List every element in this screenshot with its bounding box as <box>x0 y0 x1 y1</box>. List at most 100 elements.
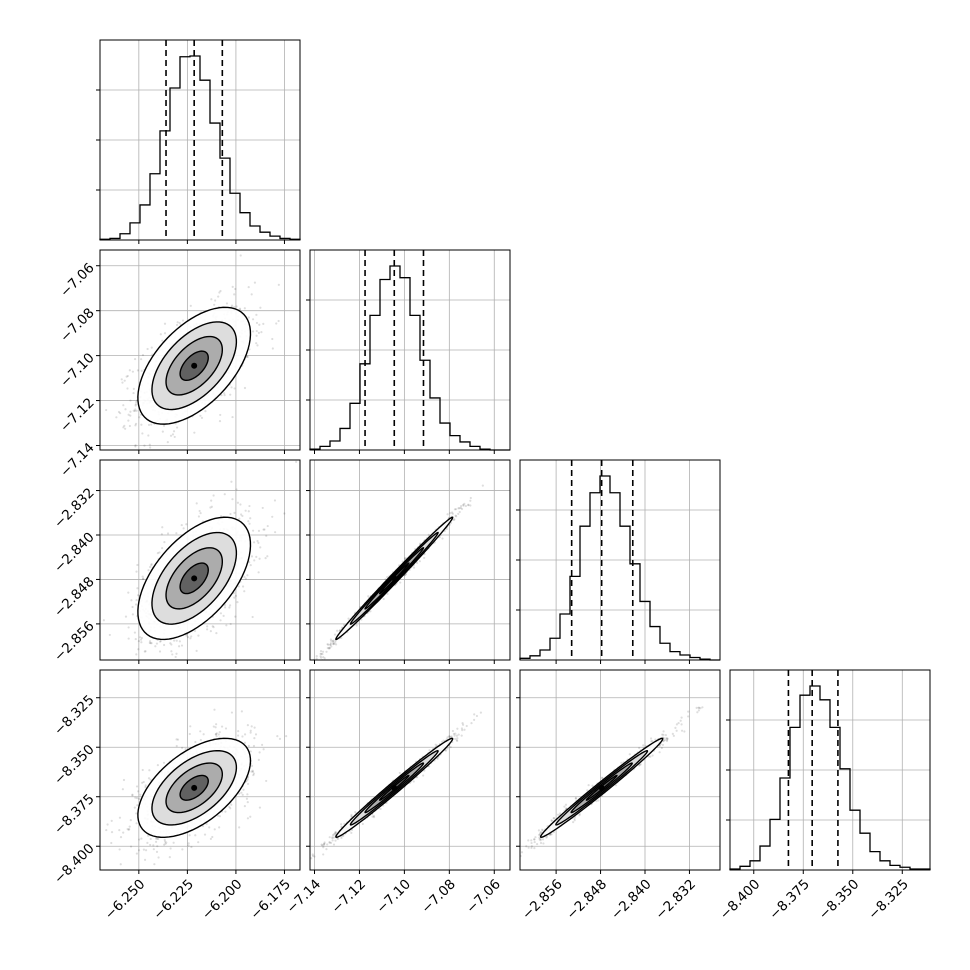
sample-point <box>246 782 250 786</box>
sample-point <box>175 652 178 655</box>
sample-point <box>237 729 240 733</box>
sample-point <box>135 400 138 404</box>
sample-point <box>331 640 335 643</box>
sample-point <box>146 841 149 844</box>
sample-point <box>197 841 200 844</box>
sample-point <box>248 348 251 351</box>
sample-point <box>115 416 118 419</box>
sample-point <box>438 536 441 539</box>
sample-point <box>210 505 213 508</box>
sample-point <box>179 467 181 469</box>
sample-point <box>108 633 111 637</box>
sample-point <box>296 682 298 684</box>
density-contents <box>102 460 298 676</box>
sample-point <box>458 510 461 514</box>
sample-point <box>271 347 274 350</box>
sample-point <box>231 498 234 501</box>
sample-point <box>257 529 261 532</box>
sample-point <box>137 790 140 793</box>
sample-point <box>238 826 241 829</box>
sample-point <box>133 806 136 809</box>
sample-point <box>336 629 339 632</box>
sample-point <box>180 644 184 647</box>
sample-point <box>143 858 147 861</box>
sample-point <box>460 507 464 511</box>
sample-point <box>222 614 225 617</box>
sample-point <box>382 597 385 601</box>
sample-point <box>223 606 227 609</box>
sample-point <box>127 626 130 629</box>
sample-point <box>172 430 176 433</box>
sample-point <box>250 725 253 728</box>
sample-point <box>206 625 209 628</box>
sample-point <box>229 807 232 810</box>
sample-point <box>248 522 251 525</box>
sample-point <box>149 843 152 847</box>
sample-point <box>253 559 256 562</box>
sample-point <box>266 524 269 528</box>
panel-frame <box>99 459 301 661</box>
sample-point <box>157 856 160 859</box>
sample-point <box>449 512 452 515</box>
sample-point <box>147 777 151 780</box>
sample-point <box>264 556 267 560</box>
sample-point <box>139 638 143 641</box>
sample-point <box>228 606 231 609</box>
histogram-panel-0 <box>96 39 301 244</box>
sample-point <box>126 374 129 378</box>
sample-point <box>173 639 176 642</box>
sample-point <box>249 517 252 520</box>
sample-point <box>327 643 330 646</box>
sample-point <box>147 834 150 837</box>
sample-point <box>204 410 207 413</box>
sample-point <box>454 508 458 511</box>
sample-point <box>315 655 318 658</box>
sample-point <box>315 662 317 664</box>
sample-point <box>246 778 249 781</box>
sample-point <box>416 561 419 565</box>
sample-point <box>156 837 159 840</box>
sample-point <box>127 637 130 640</box>
sample-point <box>134 403 137 406</box>
sample-point <box>243 575 246 578</box>
sample-point <box>150 642 153 645</box>
sample-point <box>134 637 137 641</box>
sample-point <box>260 331 263 334</box>
sample-point <box>255 313 258 316</box>
sample-point <box>459 506 462 510</box>
sample-point <box>137 797 141 800</box>
sample-point <box>307 663 309 665</box>
sample-point <box>195 502 198 505</box>
sample-point <box>399 581 402 584</box>
sample-point <box>122 831 125 834</box>
sample-point <box>265 779 268 783</box>
sample-point <box>229 393 232 396</box>
sample-point <box>257 758 260 762</box>
density-contents <box>105 708 288 866</box>
sample-point <box>233 387 236 390</box>
sample-point <box>462 503 465 506</box>
sample-point <box>231 285 234 288</box>
sample-point <box>160 533 163 536</box>
sample-point <box>129 410 132 413</box>
sample-point <box>251 529 255 532</box>
sample-point <box>386 592 389 595</box>
sample-point <box>118 667 120 669</box>
sample-point <box>326 643 329 646</box>
sample-point <box>330 645 333 648</box>
sample-point <box>163 843 166 846</box>
sample-point <box>418 560 421 563</box>
sample-point <box>260 743 264 746</box>
sample-point <box>175 323 179 327</box>
sample-point <box>235 305 238 308</box>
sample-point <box>136 587 139 590</box>
sample-point <box>213 708 216 711</box>
sample-point <box>110 674 112 676</box>
sample-point <box>135 822 138 825</box>
histogram-step-line <box>309 265 510 451</box>
sample-point <box>131 793 134 796</box>
sample-point <box>457 512 460 516</box>
sample-point <box>169 434 173 437</box>
sample-point <box>323 657 326 660</box>
sample-point <box>249 815 252 818</box>
